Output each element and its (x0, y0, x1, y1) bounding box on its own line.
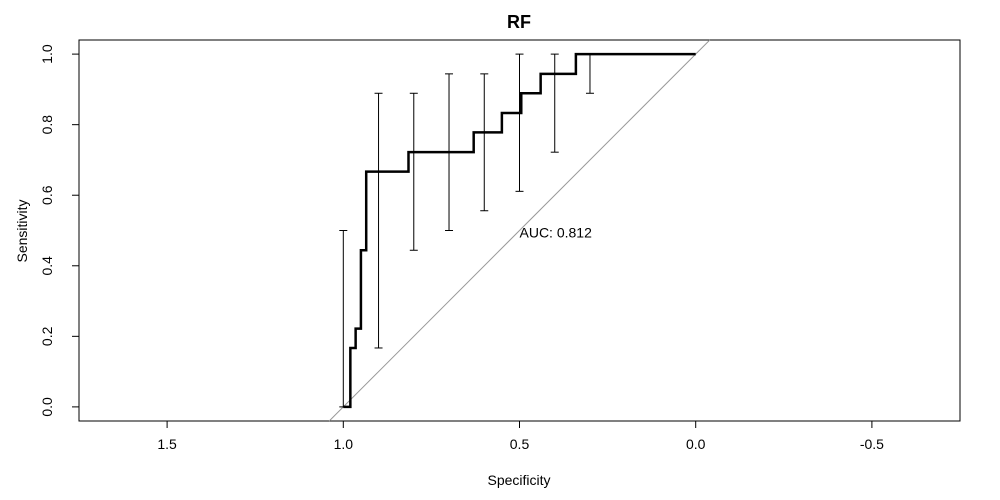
error-bar (480, 73, 489, 212)
x-tick-label: 0.5 (510, 436, 530, 452)
x-tick-label: 0.0 (686, 436, 706, 452)
error-bar (550, 53, 559, 153)
x-tick-label: 1.0 (334, 436, 354, 452)
y-tick-label: 0.6 (39, 185, 55, 205)
error-bar (515, 53, 524, 192)
chart-title: RF (507, 12, 531, 32)
auc-annotation: AUC: 0.812 (520, 225, 593, 241)
x-axis: 1.5 1.0 0.5 0.0 -0.5 (157, 421, 884, 452)
error-bar (585, 53, 594, 94)
x-axis-label: Specificity (487, 472, 550, 488)
error-bar (339, 230, 348, 408)
error-bar (409, 92, 418, 251)
y-axis: 0.0 0.2 0.4 0.6 0.8 1.0 (39, 44, 79, 417)
roc-curve (343, 52, 696, 409)
x-tick-label: -0.5 (860, 436, 884, 452)
y-tick-label: 0.8 (39, 115, 55, 135)
error-bar (374, 92, 383, 349)
y-tick-label: 0.2 (39, 326, 55, 346)
x-tick-label: 1.5 (157, 436, 177, 452)
y-tick-label: 0.0 (39, 397, 55, 417)
chance-diagonal (328, 39, 711, 422)
y-axis-label: Sensitivity (14, 199, 30, 262)
y-tick-label: 0.4 (39, 256, 55, 276)
y-tick-label: 1.0 (39, 44, 55, 64)
